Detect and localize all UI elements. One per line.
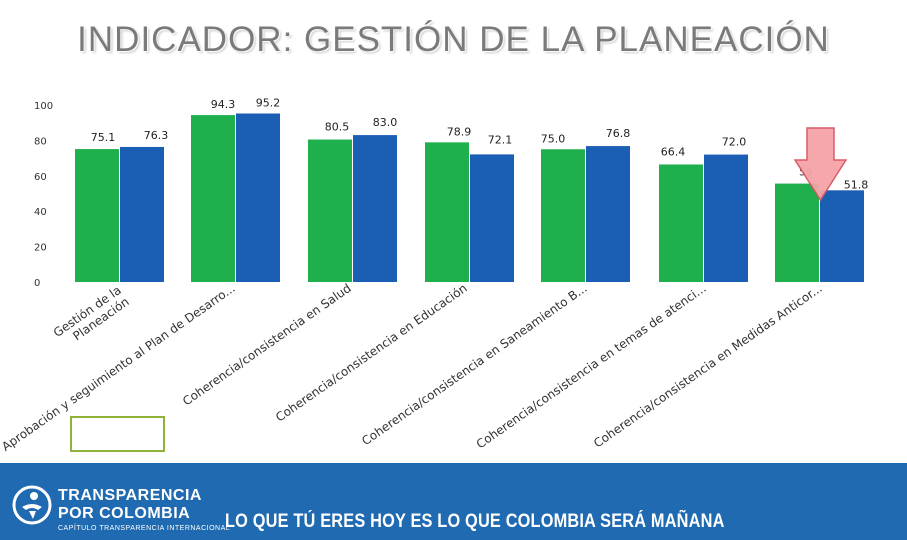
footer-banner: TRANSPARENCIA POR COLOMBIA CAPÍTULO TRAN… [0, 463, 907, 540]
logo-text-line3: CAPÍTULO TRANSPARENCIA INTERNACIONAL [58, 525, 231, 532]
category-label: Coherencia/consistencia en Medidas Antic… [591, 281, 825, 450]
bar-value-label: 76.3 [144, 129, 169, 142]
y-tick-label: 60 [34, 172, 47, 183]
category-label: Gestión de laPlaneación [51, 283, 132, 351]
bar-value-label: 78.9 [447, 125, 472, 138]
bar-value-label: 80.5 [325, 121, 350, 134]
y-tick-label: 100 [34, 101, 53, 112]
bar [120, 146, 164, 282]
bar-value-label: 75.1 [91, 131, 116, 144]
bar [704, 154, 748, 282]
logo-text-line2: POR COLOMBIA [58, 505, 191, 522]
data-labels: 75.1 76.3 94.3 95.2 80.5 83.0 78.9 72.1 75.0 76.8… [91, 96, 869, 191]
slogan: LO QUE TÚ ERES HOY ES LO QUE COLOMBIA SE… [225, 511, 725, 532]
category-label-line: Coherencia/consistencia en Educación [273, 281, 470, 425]
category-label-line: Coherencia/consistencia en temas de aten… [474, 281, 709, 451]
bar [820, 190, 864, 282]
bar [308, 139, 352, 282]
bar [75, 149, 119, 282]
bar [541, 149, 585, 282]
category-label: Coherencia/consistencia en Saneamiento B… [359, 281, 589, 448]
category-label: Coherencia/consistencia en Educación [273, 281, 470, 425]
slide-title: INDICADOR: GESTIÓN DE LA PLANEACIÓN [77, 20, 830, 59]
transparencia-logo-icon [12, 485, 52, 525]
bar-value-label: 83.0 [373, 116, 398, 129]
bar [586, 146, 630, 282]
bar-value-label: 66.4 [661, 145, 686, 158]
y-tick-label: 80 [34, 136, 47, 147]
bar [775, 183, 819, 282]
y-tick-label: 40 [34, 207, 47, 218]
bar [425, 142, 469, 282]
bar [236, 113, 280, 282]
y-tick-label: 0 [34, 278, 40, 289]
bar-value-label: 51.8 [844, 178, 869, 191]
highlight-box [70, 416, 165, 452]
bar-chart: 0 20 40 60 80 100 75.1 76.3 94.3 95.2 80.5 83.0 78.… [0, 96, 869, 454]
bar-value-label: 95.2 [256, 96, 281, 109]
bar-value-label: 76.8 [606, 127, 631, 140]
bar [659, 164, 703, 282]
bar [470, 154, 514, 282]
category-label-line: Coherencia/consistencia en Medidas Antic… [591, 281, 825, 450]
bar [353, 135, 397, 282]
bars [75, 113, 864, 283]
logo-text-line1: TRANSPARENCIA [58, 487, 202, 504]
bar-value-label: 94.3 [211, 98, 236, 111]
category-label: Coherencia/consistencia en temas de aten… [474, 281, 709, 451]
bar-value-label: 72.1 [488, 133, 513, 146]
y-axis-ticks: 0 20 40 60 80 100 [34, 101, 53, 289]
bar-value-label: 75.0 [541, 132, 566, 145]
down-arrow-icon [793, 127, 848, 202]
bar [191, 115, 235, 283]
y-tick-label: 20 [34, 243, 47, 254]
category-label-line: Coherencia/consistencia en Saneamiento B… [359, 281, 589, 448]
bar-value-label: 72.0 [722, 136, 747, 149]
overlay-annotations [70, 127, 848, 452]
